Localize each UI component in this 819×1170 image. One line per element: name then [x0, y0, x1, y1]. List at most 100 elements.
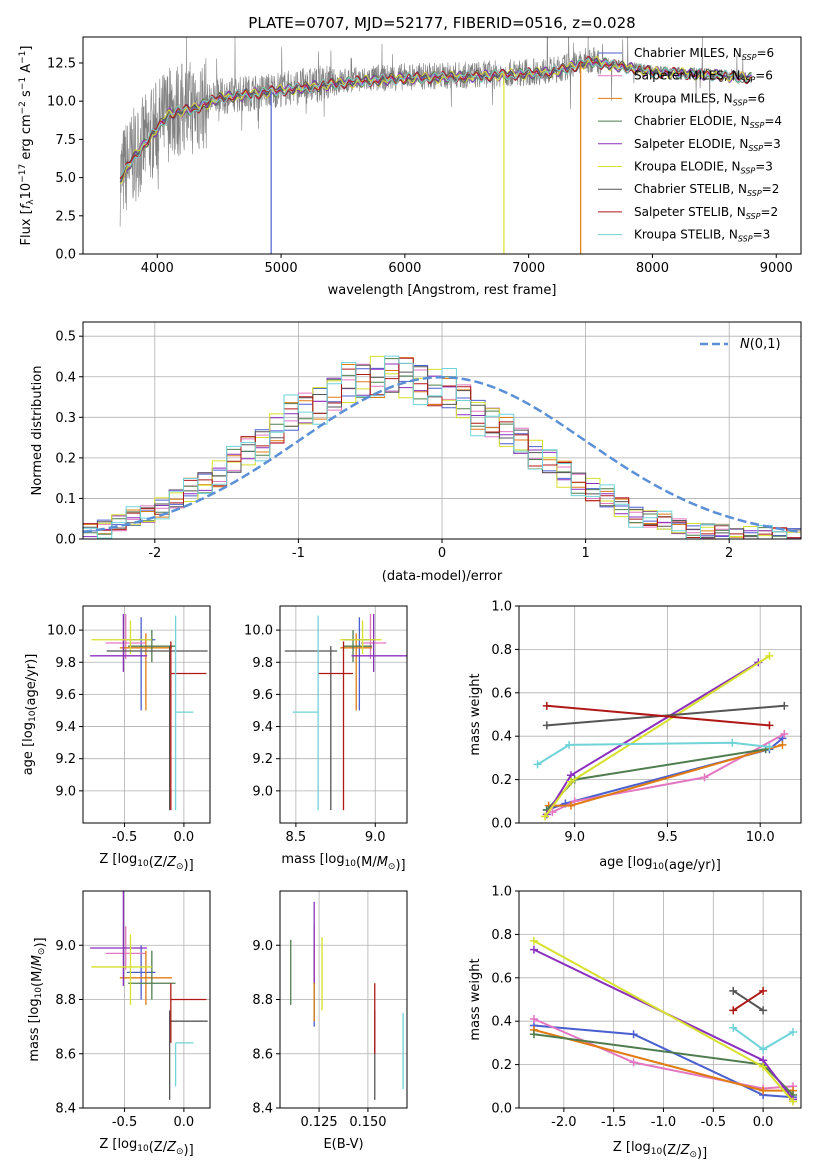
- x-axis-label: wavelength [Angstrom, rest frame]: [328, 283, 557, 298]
- series-marker: [529, 945, 538, 954]
- series-line: [546, 737, 784, 811]
- y-axis-label: Flux [fλ10−17 erg cm−2 s−1 A−1]: [18, 46, 36, 246]
- x-axis-label: E(B-V): [323, 1137, 363, 1152]
- x-tick-label: -0.5: [701, 1115, 726, 1130]
- series-marker: [728, 738, 737, 747]
- series-marker: [759, 1062, 768, 1071]
- x-tick-label: -0.5: [112, 1115, 137, 1130]
- x-tick-label: 4000: [141, 261, 174, 276]
- x-tick-label: 9000: [760, 261, 793, 276]
- y-axis-label: Normed distribution: [30, 366, 45, 496]
- series-marker: [765, 721, 774, 730]
- y-tick-label: 8.4: [252, 1102, 273, 1117]
- x-tick-label: -1: [292, 546, 305, 561]
- series-marker: [566, 777, 575, 786]
- series-marker: [548, 808, 557, 817]
- legend-label: N(0,1): [740, 337, 781, 352]
- y-tick-label: 9.0: [55, 939, 76, 954]
- axes-frame: [518, 605, 802, 824]
- y-tick-label: 0.0: [55, 248, 76, 263]
- y-tick-label: 0.6: [491, 971, 512, 986]
- plot-area: [119, 37, 752, 254]
- y-tick-label: 9.2: [55, 752, 76, 767]
- x-tick-label: 0.125: [300, 1115, 337, 1130]
- x-tick-label: 9.0: [564, 830, 585, 845]
- plot-area: [83, 355, 801, 539]
- x-tick-label: 5000: [265, 261, 298, 276]
- x-axis-label: Z [log10(Z/Z⊙)]: [99, 1137, 193, 1158]
- series-marker: [729, 1023, 738, 1032]
- residuals-panel: -2 -1 0 1 2 0.0 0.1 0.2 0.3 0.4 0.5 (data-model)/er…: [30, 321, 802, 584]
- y-tick-label: 9.2: [252, 752, 273, 767]
- y-tick-label: 0.4: [491, 730, 512, 745]
- axes-frame: [518, 890, 802, 1109]
- x-tick-label: 9.5: [657, 830, 678, 845]
- y-tick-label: 0.2: [491, 773, 512, 788]
- x-tick-label: 0.150: [349, 1115, 386, 1130]
- y-tick-label: 0.3: [55, 411, 76, 426]
- y-tick-label: 0.4: [491, 1015, 512, 1030]
- series-marker: [759, 1086, 768, 1095]
- y-tick-label: 0.6: [491, 686, 512, 701]
- legend-label: Salpeter STELIB, NSSP=2: [634, 205, 778, 221]
- series-line: [732, 989, 764, 1012]
- y-tick-label: 8.6: [252, 1047, 273, 1062]
- x-axis-label: age [log10(age/yr)]: [599, 855, 721, 873]
- x-tick-label: 0: [438, 546, 446, 561]
- histogram-step: [83, 355, 801, 539]
- legend-label: Chabrier ELODIE, NSSP=4: [634, 114, 782, 130]
- series-marker: [780, 730, 789, 739]
- y-tick-label: 0.0: [491, 817, 512, 832]
- x-tick-label: 2: [725, 546, 733, 561]
- y-axis-label: age [log10(age/yr)]: [21, 654, 39, 776]
- series-marker: [533, 760, 542, 769]
- series-marker: [765, 651, 774, 660]
- y-tick-label: 2.5: [55, 209, 76, 224]
- series-line: [548, 743, 783, 807]
- series-line: [533, 1024, 794, 1099]
- y-tick-label: 7.5: [55, 133, 76, 148]
- y-tick-label: 0.2: [55, 451, 76, 466]
- x-tick-label: -1.5: [601, 1115, 626, 1130]
- mass-vs-ebv-panel: 0.125 0.150 8.4 8.6 8.8 9.0 E(B-V): [252, 890, 408, 1152]
- x-tick-label: 8000: [636, 261, 669, 276]
- series-marker: [629, 1058, 638, 1067]
- plot-area: [90, 614, 208, 811]
- axes-frame: [82, 321, 802, 540]
- y-tick-label: 9.4: [252, 720, 273, 735]
- y-axis-label: mass [log10(M/M⊙)]: [27, 937, 48, 1061]
- y-tick-label: 0.0: [55, 533, 76, 548]
- series-marker: [729, 1006, 738, 1015]
- series-marker: [759, 1006, 768, 1015]
- y-tick-label: 8.8: [252, 993, 273, 1008]
- series-marker: [629, 1030, 638, 1039]
- x-tick-label: 1: [581, 546, 589, 561]
- series-marker: [566, 801, 575, 810]
- y-tick-label: 9.0: [252, 939, 273, 954]
- y-tick-label: 10.0: [244, 624, 273, 639]
- x-tick-label: 0.0: [174, 830, 195, 845]
- normal-curve: [83, 375, 801, 534]
- series-marker: [565, 740, 574, 749]
- spectrum-panel: 4000 5000 6000 7000 8000 9000 0.0 2.5 5.0 7.5 10.0…: [18, 36, 802, 298]
- series-line: [545, 661, 759, 815]
- y-tick-label: 0.0: [491, 1102, 512, 1117]
- y-tick-label: 9.0: [55, 784, 76, 799]
- legend-label: Salpeter ELODIE, NSSP=3: [634, 137, 781, 153]
- y-tick-label: 8.6: [55, 1047, 76, 1062]
- y-tick-label: 1.0: [491, 885, 512, 900]
- series-marker: [542, 701, 551, 710]
- y-tick-label: 8.4: [55, 1102, 76, 1117]
- y-tick-label: 9.8: [55, 656, 76, 671]
- legend-label: Chabrier MILES, NSSP=6: [634, 46, 774, 62]
- model-spectrum: [119, 57, 752, 177]
- axes-frame: [82, 36, 802, 255]
- x-axis-label: mass [log10(M/M⊙)]: [281, 852, 405, 873]
- x-tick-label: -1.0: [651, 1115, 676, 1130]
- y-axis-label: mass weight: [468, 673, 483, 755]
- age-vs-Z-panel: -0.5 0.0 9.0 9.2 9.4 9.6 9.8 10.0 Z [log10(Z/Z⊙)…: [21, 605, 211, 873]
- y-tick-label: 0.8: [491, 643, 512, 658]
- x-tick-label: -2.0: [551, 1115, 576, 1130]
- legend-label: Salpeter MILES, NSSP=6: [634, 69, 773, 85]
